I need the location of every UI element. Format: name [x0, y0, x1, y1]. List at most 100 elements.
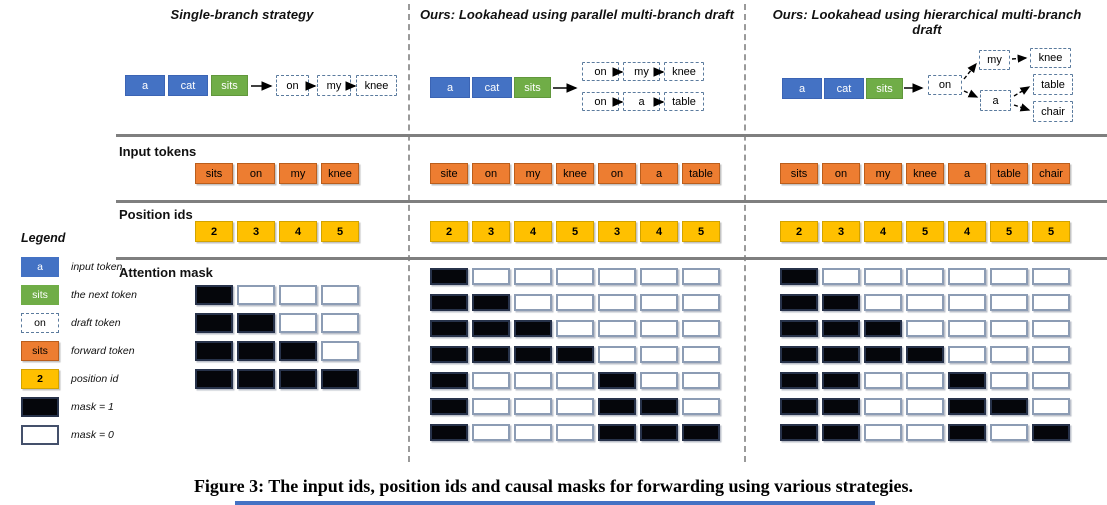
mask-cell-1	[780, 424, 818, 441]
forward-token: sits	[195, 163, 233, 184]
draft-token-swatch: on	[21, 313, 59, 333]
position-id: 4	[948, 221, 986, 242]
forward-token: my	[279, 163, 317, 184]
mask-cell-1	[279, 369, 317, 389]
forward-token: on	[822, 163, 860, 184]
mask-cell-1	[948, 372, 986, 389]
mask-cell-0	[1032, 398, 1070, 415]
position-id: 3	[237, 221, 275, 242]
p1-draft-token-on: on	[276, 75, 309, 96]
position-id: 4	[514, 221, 552, 242]
forward-token: chair	[1032, 163, 1070, 184]
mask-cell-0	[864, 398, 902, 415]
mask-cell-0	[1032, 294, 1070, 311]
legend-label: forward token	[71, 345, 135, 357]
forward-token-swatch: sits	[21, 341, 59, 361]
mask-cell-1	[430, 398, 468, 415]
mask-row	[430, 398, 720, 415]
mask-row	[195, 313, 359, 333]
mask-cell-1	[598, 372, 636, 389]
position-id: 5	[990, 221, 1028, 242]
mask-cell-0	[472, 372, 510, 389]
p3-input-token-cat: cat	[824, 78, 864, 99]
mask-cell-1	[822, 372, 860, 389]
mask-row	[780, 424, 1070, 441]
position-id: 4	[864, 221, 902, 242]
p3-tree-knee: knee	[1030, 48, 1071, 68]
mask-cell-0	[948, 268, 986, 285]
legend-label: the next token	[71, 289, 137, 301]
row-divider-3	[116, 257, 1107, 260]
p3-next-token-sits: sits	[866, 78, 903, 99]
label-position-ids: Position ids	[119, 207, 193, 222]
p2-input-token-a: a	[430, 77, 470, 98]
mask-cell-0	[906, 320, 944, 337]
mask-cell-1	[195, 313, 233, 333]
mask-cell-0	[948, 346, 986, 363]
legend-label: mask = 1	[71, 401, 114, 413]
legend-item-next: sits the next token	[21, 285, 141, 305]
mask-cell-1	[195, 341, 233, 361]
mask-cell-0	[598, 346, 636, 363]
mask-cell-0	[514, 424, 552, 441]
legend-item-mask1: mask = 1	[21, 397, 141, 417]
position-id: 4	[279, 221, 317, 242]
mask-cell-0	[864, 372, 902, 389]
mask-cell-0	[1032, 268, 1070, 285]
mask-cell-0	[279, 285, 317, 305]
arrow-icon-p3-a-table	[1013, 86, 1031, 97]
arrow-icon-p3-my-knee	[1011, 54, 1028, 63]
position-id: 2	[780, 221, 818, 242]
mask-cell-1	[822, 346, 860, 363]
mask-cell-0	[682, 398, 720, 415]
mask-cell-1	[430, 320, 468, 337]
mask-cell-0	[990, 294, 1028, 311]
panel-separator-1	[408, 4, 410, 462]
mask-cell-0	[321, 313, 359, 333]
mask-cell-1	[472, 346, 510, 363]
forward-token: a	[948, 163, 986, 184]
mask-row	[430, 372, 720, 389]
mask-cell-0	[640, 268, 678, 285]
mask-cell-1	[514, 320, 552, 337]
mask-cell-1	[556, 346, 594, 363]
mask-cell-1	[430, 424, 468, 441]
mask-row	[195, 369, 359, 389]
mask-row	[195, 341, 359, 361]
mask-cell-0	[279, 313, 317, 333]
mask-cell-0	[472, 398, 510, 415]
mask-row	[780, 398, 1070, 415]
mask-cell-0	[640, 346, 678, 363]
p3-tree-root-on: on	[928, 75, 962, 95]
p2-branch1-my: my	[623, 62, 660, 81]
p3-tree-chair: chair	[1033, 101, 1073, 122]
mask-cell-1	[279, 341, 317, 361]
forward-token: knee	[321, 163, 359, 184]
p2-branch1-on: on	[582, 62, 619, 81]
arrow-icon-p3-on-a	[963, 89, 979, 98]
mask-cell-1	[472, 320, 510, 337]
mask-cell-1	[822, 320, 860, 337]
mask-cell-0	[906, 398, 944, 415]
mask-0-swatch	[21, 425, 59, 445]
p1-input-token-row: sits on my knee	[195, 163, 359, 184]
mask-cell-0	[598, 268, 636, 285]
mask-row	[780, 268, 1070, 285]
panel-title-hierarchical: Ours: Lookahead using hierarchical multi…	[772, 7, 1082, 37]
mask-cell-0	[321, 341, 359, 361]
mask-cell-0	[598, 320, 636, 337]
mask-cell-0	[640, 320, 678, 337]
position-id-swatch: 2	[21, 369, 59, 389]
mask-cell-0	[990, 424, 1028, 441]
mask-cell-0	[682, 320, 720, 337]
mask-cell-0	[682, 346, 720, 363]
legend-item-forward: sits forward token	[21, 341, 141, 361]
mask-cell-0	[906, 268, 944, 285]
figure-caption: Figure 3: The input ids, position ids an…	[193, 476, 914, 496]
mask-cell-0	[864, 268, 902, 285]
forward-token: on	[472, 163, 510, 184]
position-id: 2	[430, 221, 468, 242]
legend-label: position id	[71, 373, 119, 385]
